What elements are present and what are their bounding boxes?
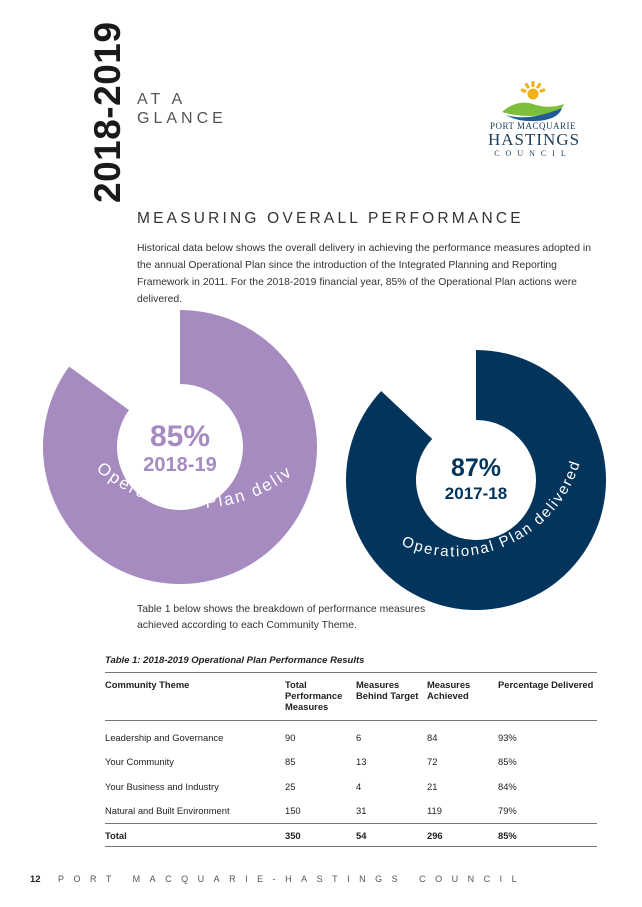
col-header-achieved: Measures Achieved xyxy=(427,672,498,721)
cell-total-percentage: 85% xyxy=(498,823,597,847)
logo-text-line-3: COUNCIL xyxy=(494,149,572,158)
cell-percentage: 93% xyxy=(498,731,517,743)
cell-achieved: 21 xyxy=(427,780,438,792)
donut-2018-19-value: 85% xyxy=(150,420,210,453)
table-row: Natural and Built Environment 150 31 119… xyxy=(105,799,597,824)
cell-total: 25 xyxy=(285,780,296,792)
col-header-community-theme: Community Theme xyxy=(105,672,285,721)
cell-total-measures: 350 xyxy=(285,823,356,847)
section-heading: MEASURING OVERALL PERFORMANCE xyxy=(137,210,524,227)
cell-total: 90 xyxy=(285,731,296,743)
table-row: Leadership and Governance 90 6 84 93% xyxy=(105,721,597,750)
subtitle-line-1: AT A xyxy=(137,91,187,108)
cell-achieved: 84 xyxy=(427,731,438,743)
page-number: 12 xyxy=(30,874,41,885)
table-caption: Table 1: 2018-2019 Operational Plan Perf… xyxy=(105,655,365,666)
cell-percentage: 84% xyxy=(498,780,517,792)
col-header-behind-target: Measures Behind Target xyxy=(356,672,427,721)
donut-2017-18-remaining-segment xyxy=(381,350,476,439)
donut-2018-19-remaining-segment xyxy=(69,310,180,410)
donut-chart-2017-18: 87% 2017-18 Operational Plan delivered xyxy=(345,350,606,610)
performance-results-table: Community Theme Total Performance Measur… xyxy=(105,672,597,847)
cell-behind: 13 xyxy=(356,756,367,768)
donut-2018-19-label: 2018-19 xyxy=(143,454,216,476)
report-year: 2018-2019 xyxy=(87,21,128,203)
cell-theme: Your Community xyxy=(105,756,174,768)
cell-achieved: 119 xyxy=(427,805,442,817)
cell-total-behind: 54 xyxy=(356,823,427,847)
cell-behind: 6 xyxy=(356,731,362,743)
donut-chart-2018-19: 85% 2018-19 Operational Plan delivered xyxy=(0,300,318,584)
table-row: Your Community 85 13 72 85% xyxy=(105,750,597,775)
table-intro-text: Table 1 below shows the breakdown of per… xyxy=(137,604,426,631)
col-header-total-measures: Total Performance Measures xyxy=(285,672,356,721)
donut-2017-18-label: 2017-18 xyxy=(445,484,507,503)
logo-text-line-1: PORT MACQUARIE xyxy=(489,121,577,131)
cell-theme: Your Business and Industry xyxy=(105,780,219,792)
table-total-row: Total 350 54 296 85% xyxy=(105,823,597,847)
logo-text-line-2: HASTINGS xyxy=(488,130,581,149)
cell-theme: Natural and Built Environment xyxy=(105,805,230,817)
cell-achieved: 72 xyxy=(427,756,438,768)
cell-total: 150 xyxy=(285,805,301,817)
donut-2017-18-delivered-segment xyxy=(345,350,606,610)
table-row: Your Business and Industry 25 4 21 84% xyxy=(105,774,597,799)
col-header-percentage: Percentage Delivered xyxy=(498,672,597,721)
donut-2018-19-delivered-segment xyxy=(43,310,318,584)
cell-behind: 31 xyxy=(356,805,367,817)
cell-theme: Leadership and Governance xyxy=(105,731,224,743)
cell-behind: 4 xyxy=(356,780,362,792)
cell-total-achieved: 296 xyxy=(427,823,498,847)
section-intro: Historical data below shows the overall … xyxy=(137,243,591,305)
cell-percentage: 79% xyxy=(498,805,517,817)
subtitle-line-2: GLANCE xyxy=(137,110,227,127)
table-header-row: Community Theme Total Performance Measur… xyxy=(105,672,597,721)
delivery-donut-charts: 85% 2018-19 Operational Plan delivered 8… xyxy=(0,300,606,610)
sun-hills-logo-icon xyxy=(502,81,564,122)
donut-2017-18-value: 87% xyxy=(451,454,501,482)
cell-total: 85 xyxy=(285,756,296,768)
cell-percentage: 85% xyxy=(498,756,517,768)
footer-organisation: PORT MACQUARIE-HASTINGS COUNCIL xyxy=(58,874,527,884)
cell-total-label: Total xyxy=(105,823,285,847)
